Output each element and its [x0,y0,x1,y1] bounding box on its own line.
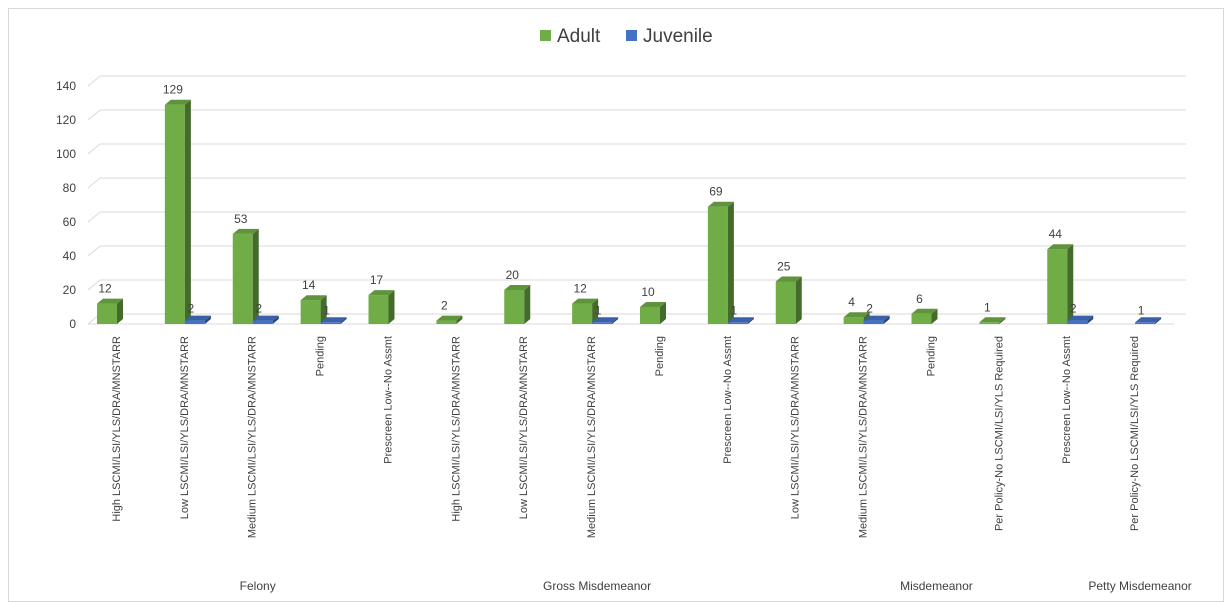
legend-label-juvenile: Juvenile [643,26,713,47]
gridline [87,109,1186,121]
y-tick-label: 80 [63,181,77,195]
data-label-adult: 2 [441,299,448,313]
bars [97,99,1162,324]
bar-adult [1047,244,1074,324]
bar-juvenile [727,317,754,324]
legend-swatch-adult [540,30,551,41]
legend-label-adult: Adult [557,26,601,47]
bar-adult [911,308,938,324]
bar-juvenile [320,317,347,324]
bar-adult [775,276,802,324]
bar-adult [436,315,463,324]
bar-adult [707,201,734,324]
x-category-label: Medium LSCMI/LSI/YLS/DRA/MNSTARR [858,336,870,538]
data-label-adult: 20 [506,268,520,282]
y-tick-label: 40 [63,249,77,263]
data-label-juvenile: 2 [866,302,873,316]
x-category-label: Prescreen Low--No Assmt [722,336,734,464]
x-category-label: Low LSCMI/LSI/YLS/DRA/MNSTARR [179,336,191,519]
bar-adult [979,317,1006,324]
legend: Adult Juvenile [540,26,713,47]
x-category-label: Prescreen Low--No Assmt [382,336,394,464]
gridlines [87,75,1186,325]
y-axis: 0 20 40 60 80 100 120 140 [56,79,76,331]
gridline [87,211,1186,223]
data-label-juvenile: 2 [255,302,262,316]
y-tick-label: 0 [69,317,76,331]
gridline [87,143,1186,155]
x-group-label: Misdemeanor [900,579,973,593]
bar-juvenile [863,315,890,324]
data-label-juvenile: 1 [595,303,602,317]
x-category-label: Medium LSCMI/LSI/YLS/DRA/MNSTARR [247,336,259,538]
x-category-label: Per Policy-No LSCMI/LSI/YLS Required [993,336,1005,531]
data-label-adult: 6 [916,292,923,306]
x-category-label: Prescreen Low--No Assmt [1061,336,1073,464]
y-tick-label: 20 [63,283,77,297]
x-category-label: Per Policy-No LSCMI/LSI/YLS Required [1129,336,1141,531]
x-category-label: Pending [654,336,666,376]
data-label-adult: 129 [163,83,183,97]
y-tick-label: 100 [56,147,76,161]
y-tick-label: 60 [63,215,77,229]
y-tick-label: 120 [56,113,76,127]
data-label-adult: 17 [370,273,384,287]
gridline [87,245,1186,257]
bar-adult [504,285,531,324]
data-label-adult: 14 [302,278,316,292]
chart-frame [8,8,1224,602]
data-label-adult: 1 [984,300,991,314]
legend-swatch-juvenile [626,30,637,41]
bar-adult [368,290,395,324]
x-category-label: Medium LSCMI/LSI/YLS/DRA/MNSTARR [586,336,598,538]
bar-adult [300,295,327,324]
bar-adult [164,99,191,324]
x-category-label: Low LSCMI/LSI/YLS/DRA/MNSTARR [790,336,802,519]
gridline [87,177,1186,189]
data-label-adult: 10 [641,285,655,299]
data-label-juvenile: 1 [1138,303,1145,317]
y-tick-label: 140 [56,79,76,93]
x-category-label: Low LSCMI/LSI/YLS/DRA/MNSTARR [518,336,530,519]
x-group-label: Gross Misdemeanor [543,579,651,593]
data-label-juvenile: 2 [1070,302,1077,316]
bar-juvenile [592,317,619,324]
data-label-juvenile: 1 [731,303,738,317]
gridline [87,75,1186,87]
x-category-label: High LSCMI/LSI/YLS/DRA/MNSTARR [111,336,123,522]
data-label-adult: 12 [573,282,587,296]
data-label-adult: 53 [234,212,248,226]
bar-adult [572,298,599,324]
data-label-juvenile: 1 [323,303,330,317]
bar-juvenile [184,315,211,324]
x-axis-groups: Felony Gross Misdemeanor Misdemeanor Petty … [240,579,1192,593]
bar-adult [232,228,259,324]
data-label-adult: 44 [1049,227,1063,241]
x-category-label: Pending [925,336,937,376]
x-category-label: Pending [315,336,327,376]
data-label-adult: 25 [777,260,791,274]
gridline [87,279,1186,291]
bar-adult [640,302,666,324]
x-category-label: High LSCMI/LSI/YLS/DRA/MNSTARR [450,336,462,522]
bar-juvenile [1067,315,1094,324]
x-axis-categories: High LSCMI/LSI/YLS/DRA/MNSTARR Low LSCMI/… [111,336,1141,538]
bar-adult [97,298,123,324]
x-group-label: Felony [240,579,276,593]
bar-juvenile [1135,317,1162,324]
x-group-label: Petty Misdemeanor [1088,579,1191,593]
data-label-adult: 12 [98,282,112,296]
data-label-adult: 4 [848,295,855,309]
data-label-juvenile: 2 [188,302,195,316]
bar-juvenile [252,315,279,324]
data-label-adult: 69 [709,185,723,199]
